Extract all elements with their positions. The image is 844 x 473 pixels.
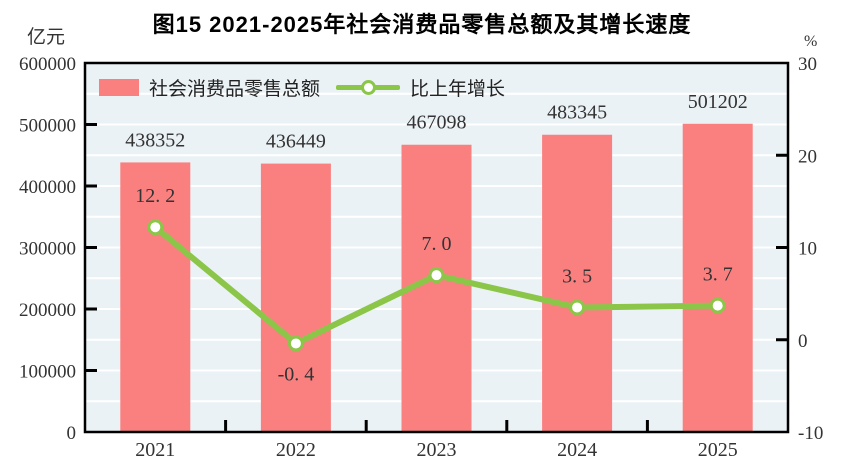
bar-2024 (542, 134, 613, 432)
growth-value-label-2024: 3. 5 (562, 265, 592, 287)
growth-value-label-2023: 7. 0 (422, 233, 452, 255)
right-axis-unit-label: % (804, 33, 818, 50)
left-tick-label: 0 (67, 423, 77, 444)
right-tick-label: -10 (798, 423, 823, 444)
legend-line-marker-icon (336, 77, 401, 97)
plot-frame (83, 61, 790, 434)
legend-bar-swatch-icon (99, 78, 139, 96)
growth-marker-2022 (287, 335, 304, 352)
legend-bar-label: 社会消费品零售总额 (149, 78, 321, 100)
legend-line-label: 比上年增长 (410, 78, 506, 100)
growth-marker-2023 (428, 267, 445, 284)
x-tick-label-2025: 2025 (698, 439, 738, 461)
left-tick-label: 300000 (19, 239, 76, 260)
right-tick-label: 0 (798, 331, 808, 352)
x-tick-label-2024: 2024 (557, 439, 597, 461)
bar-value-label-2024: 483345 (547, 102, 607, 124)
chart-title: 图15 2021-2025年社会消费品零售总额及其增长速度 (152, 12, 692, 37)
x-tick-label-2023: 2023 (417, 439, 457, 461)
bar-value-label-2022: 436449 (266, 131, 326, 153)
right-tick-label: 30 (798, 54, 817, 75)
bar-value-label-2025: 501202 (688, 91, 748, 113)
bar-2021 (120, 162, 191, 432)
right-tick-label: 20 (798, 146, 817, 167)
left-tick-label: 600000 (19, 54, 76, 75)
growth-marker-2024 (569, 299, 586, 316)
bar-2025 (682, 123, 753, 432)
x-tick-label-2022: 2022 (276, 439, 316, 461)
bar-2022 (260, 163, 331, 432)
left-tick-label: 100000 (19, 362, 76, 383)
growth-value-label-2022: -0. 4 (278, 363, 315, 385)
growth-value-label-2025: 3. 7 (703, 264, 733, 286)
growth-marker-2025 (709, 297, 726, 314)
left-axis-unit-label: 亿元 (27, 27, 66, 48)
bar-value-label-2021: 438352 (125, 129, 185, 151)
x-tick-label-2021: 2021 (135, 439, 175, 461)
left-tick-label: 400000 (19, 177, 76, 198)
right-tick-label: 10 (798, 239, 817, 260)
legend-line-dot (361, 80, 377, 95)
growth-marker-2021 (147, 219, 164, 236)
left-tick-label: 200000 (19, 300, 76, 321)
legend: 社会消费品零售总额 比上年增长 (99, 75, 506, 100)
growth-value-label-2021: 12. 2 (135, 185, 175, 207)
bar-value-label-2023: 467098 (407, 112, 467, 134)
left-tick-label: 500000 (19, 116, 76, 137)
